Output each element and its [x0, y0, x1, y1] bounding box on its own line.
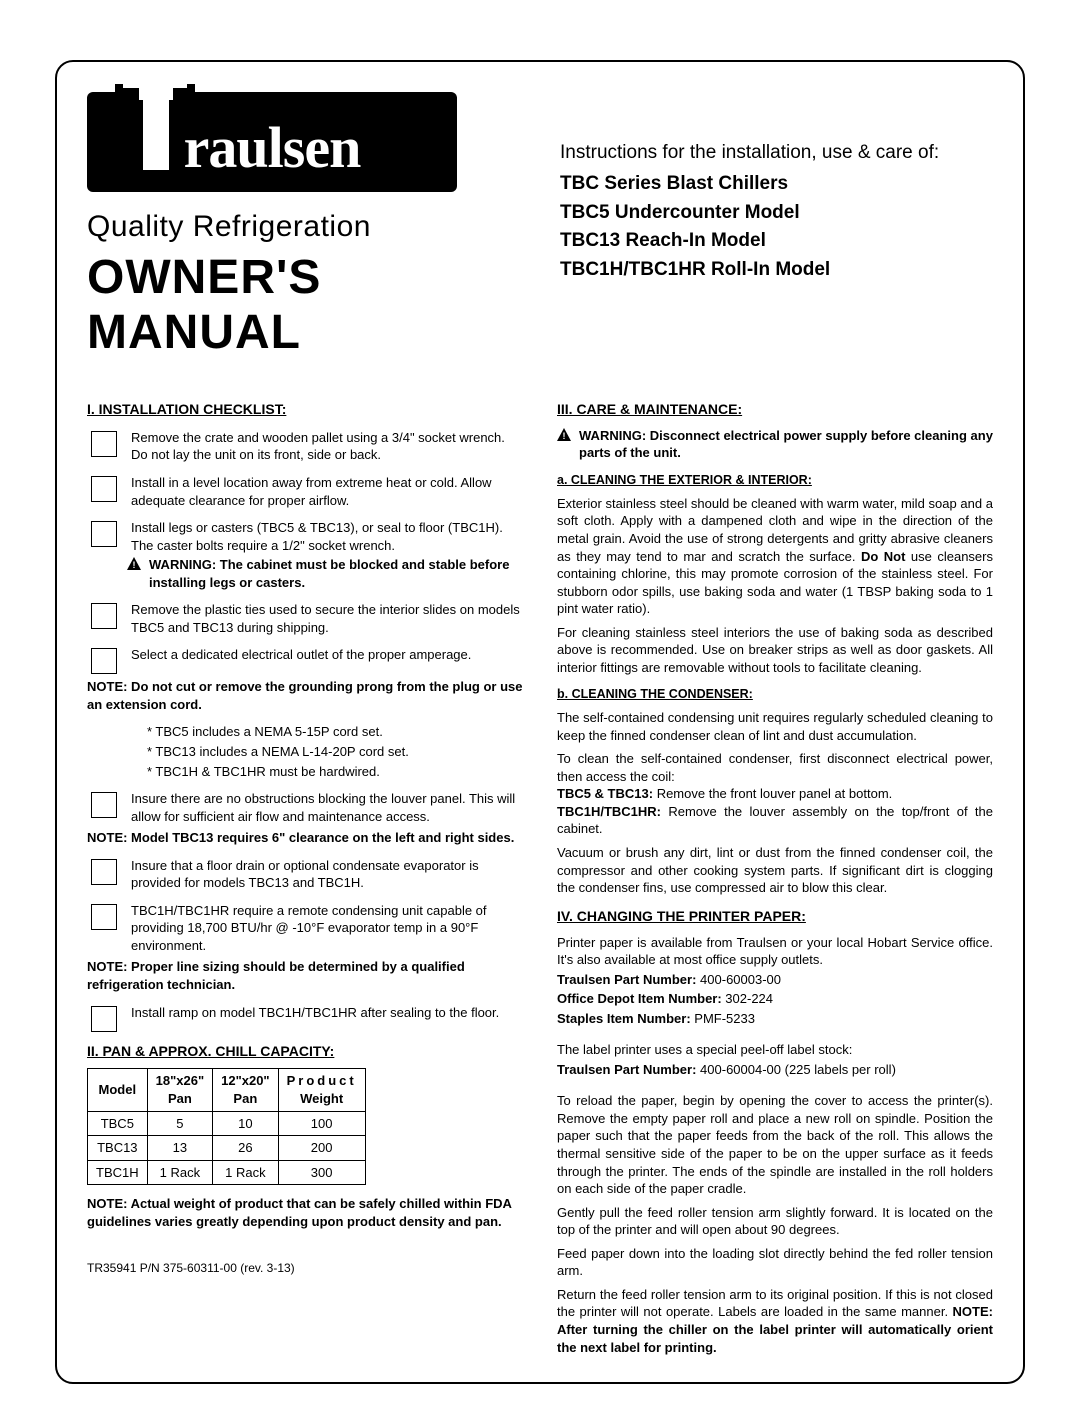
- checkbox-icon[interactable]: [91, 904, 117, 930]
- para: To reload the paper, begin by opening th…: [557, 1092, 993, 1197]
- checklist-text: Insure that a floor drain or optional co…: [131, 857, 523, 892]
- svg-text:!: !: [563, 431, 566, 441]
- part-number-row: Traulsen Part Number: 400-60003-00: [557, 971, 993, 989]
- page: raulsen Quality Refrigeration OWNER'S MA…: [0, 0, 1080, 1424]
- header: raulsen Quality Refrigeration OWNER'S MA…: [87, 92, 993, 370]
- warning-icon: !: [557, 427, 573, 446]
- note-cord: NOTE: Do not cut or remove the grounding…: [87, 678, 523, 713]
- table-row: TBC5510100: [88, 1111, 366, 1136]
- col-model: Model: [88, 1069, 148, 1111]
- right-column: III. CARE & MAINTENANCE: ! WARNING: Disc…: [557, 390, 993, 1362]
- checklist-item: Insure there are no obstructions blockin…: [87, 790, 523, 825]
- svg-text:!: !: [133, 560, 136, 570]
- header-left: raulsen Quality Refrigeration OWNER'S MA…: [87, 92, 520, 370]
- checkbox-icon[interactable]: [91, 859, 117, 885]
- part-number-row: Office Depot Item Number: 302-224: [557, 990, 993, 1008]
- col-18x26: 18"x26"Pan: [147, 1069, 212, 1111]
- cord-list: * TBC5 includes a NEMA 5-15P cord set. *…: [147, 723, 523, 780]
- checklist-item: Insure that a floor drain or optional co…: [87, 857, 523, 892]
- capacity-table: Model 18"x26"Pan 12"x20"Pan ProductWeigh…: [87, 1068, 366, 1185]
- footer-part-number: TR35941 P/N 375-60311-00 (rev. 3-13): [87, 1260, 523, 1276]
- para: Gently pull the feed roller tension arm …: [557, 1204, 993, 1239]
- para: Vacuum or brush any dirt, lint or dust f…: [557, 844, 993, 897]
- main-title: OWNER'S MANUAL: [87, 250, 520, 360]
- checkbox-icon[interactable]: [91, 431, 117, 457]
- tagline: Quality Refrigeration: [87, 210, 520, 244]
- table-row: TBC1H1 Rack1 Rack300: [88, 1160, 366, 1185]
- checklist-text: Install ramp on model TBC1H/TBC1HR after…: [131, 1004, 523, 1022]
- checklist-text: Install in a level location away from ex…: [131, 474, 523, 509]
- checklist-item: Install ramp on model TBC1H/TBC1HR after…: [87, 1004, 523, 1032]
- para: Feed paper down into the loading slot di…: [557, 1245, 993, 1280]
- para: The label printer uses a special peel-of…: [557, 1041, 993, 1059]
- checklist-text: Remove the crate and wooden pallet using…: [131, 429, 523, 464]
- para: The self-contained condensing unit requi…: [557, 709, 993, 744]
- para: For cleaning stainless steel interiors t…: [557, 624, 993, 677]
- note-line-sizing: NOTE: Proper line sizing should be deter…: [87, 958, 523, 993]
- instructions-intro: Instructions for the installation, use &…: [560, 142, 993, 164]
- para: Return the feed roller tension arm to it…: [557, 1286, 993, 1356]
- section-3-title: III. CARE & MAINTENANCE:: [557, 400, 993, 419]
- checklist-item: Select a dedicated electrical outlet of …: [87, 646, 523, 674]
- model-line-3: TBC13 Reach-In Model: [560, 227, 993, 256]
- checklist-text: Remove the plastic ties used to secure t…: [131, 601, 523, 636]
- model-line-2: TBC5 Undercounter Model: [560, 199, 993, 228]
- part-number-row: Traulsen Part Number: 400-60004-00 (225 …: [557, 1061, 993, 1079]
- checkbox-icon[interactable]: [91, 476, 117, 502]
- section-4-title: IV. CHANGING THE PRINTER PAPER:: [557, 907, 993, 926]
- col-12x20: 12"x20"Pan: [213, 1069, 278, 1111]
- checkbox-icon[interactable]: [91, 521, 117, 547]
- checklist-text: Install legs or casters (TBC5 & TBC13), …: [131, 519, 523, 554]
- warning-icon: !: [127, 556, 143, 575]
- cord-item: * TBC5 includes a NEMA 5-15P cord set.: [147, 723, 523, 741]
- sub-b-title: b. CLEANING THE CONDENSER:: [557, 686, 993, 703]
- para: Printer paper is available from Traulsen…: [557, 934, 993, 969]
- note-clearance: NOTE: Model TBC13 requires 6" clearance …: [87, 829, 523, 847]
- section-1-title: I. INSTALLATION CHECKLIST:: [87, 400, 523, 419]
- model-line-4: TBC1H/TBC1HR Roll-In Model: [560, 256, 993, 285]
- checklist-text: TBC1H/TBC1HR require a remote condensing…: [131, 902, 523, 955]
- checklist-item: Remove the plastic ties used to secure t…: [87, 601, 523, 636]
- logo: raulsen: [87, 92, 457, 192]
- body-columns: I. INSTALLATION CHECKLIST: Remove the cr…: [87, 390, 993, 1362]
- checklist-item: TBC1H/TBC1HR require a remote condensing…: [87, 902, 523, 955]
- section-2-title: II. PAN & APPROX. CHILL CAPACITY:: [87, 1042, 523, 1061]
- checkbox-icon[interactable]: [91, 603, 117, 629]
- left-column: I. INSTALLATION CHECKLIST: Remove the cr…: [87, 390, 523, 1362]
- table-header-row: Model 18"x26"Pan 12"x20"Pan ProductWeigh…: [88, 1069, 366, 1111]
- note-weight: NOTE: Actual weight of product that can …: [87, 1195, 523, 1230]
- col-weight: ProductWeight: [278, 1069, 365, 1111]
- logo-text: raulsen: [184, 119, 361, 177]
- checklist-item: Install in a level location away from ex…: [87, 474, 523, 509]
- part-number-row: Staples Item Number: PMF-5233: [557, 1010, 993, 1028]
- para: Exterior stainless steel should be clean…: [557, 495, 993, 618]
- checklist-text: Select a dedicated electrical outlet of …: [131, 646, 523, 664]
- cord-item: * TBC13 includes a NEMA L-14-20P cord se…: [147, 743, 523, 761]
- sub-a-title: a. CLEANING THE EXTERIOR & INTERIOR:: [557, 472, 993, 489]
- checklist-item: Remove the crate and wooden pallet using…: [87, 429, 523, 464]
- checkbox-icon[interactable]: [91, 1006, 117, 1032]
- document-frame: raulsen Quality Refrigeration OWNER'S MA…: [55, 60, 1025, 1384]
- para: To clean the self-contained condenser, f…: [557, 750, 993, 838]
- model-line-1: TBC Series Blast Chillers: [560, 170, 993, 199]
- warning-text: WARNING: The cabinet must be blocked and…: [149, 556, 523, 591]
- checkbox-icon[interactable]: [91, 648, 117, 674]
- checklist-text: Insure there are no obstructions blockin…: [131, 790, 523, 825]
- checklist-item: Install legs or casters (TBC5 & TBC13), …: [87, 519, 523, 554]
- warning-power: ! WARNING: Disconnect electrical power s…: [557, 427, 993, 462]
- header-right: Instructions for the installation, use &…: [560, 92, 993, 284]
- table-row: TBC131326200: [88, 1136, 366, 1161]
- warning-text: WARNING: Disconnect electrical power sup…: [579, 427, 993, 462]
- cord-item: * TBC1H & TBC1HR must be hardwired.: [147, 763, 523, 781]
- warning-caster: ! WARNING: The cabinet must be blocked a…: [127, 556, 523, 591]
- checkbox-icon[interactable]: [91, 792, 117, 818]
